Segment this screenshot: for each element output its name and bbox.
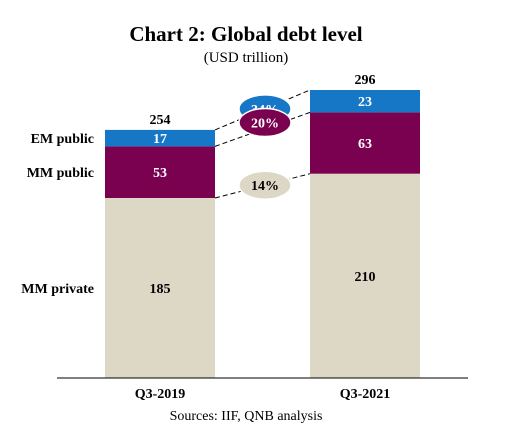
growth-label: 14%	[251, 179, 279, 194]
bar-total-label: 254	[150, 113, 171, 128]
value-labels: 185 53 17 210 63 23	[150, 95, 376, 297]
bar-value-label: 17	[153, 132, 167, 147]
chart-title: Chart 2: Global debt level	[129, 22, 362, 46]
category-label: Q3-2019	[135, 387, 186, 402]
bar-segment	[310, 90, 420, 113]
series-label: EM public	[31, 132, 94, 147]
bar-value-label: 23	[358, 95, 372, 110]
bars	[105, 90, 420, 378]
bar-segment	[310, 173, 420, 378]
growth-bubble	[238, 107, 292, 138]
series-labels: MM private MM public EM public	[21, 132, 94, 297]
bar-value-label: 210	[355, 270, 376, 285]
source-note: Sources: IIF, QNB analysis	[170, 409, 323, 424]
series-label: MM public	[27, 166, 94, 181]
bar-value-label: 185	[150, 282, 171, 297]
category-label: Q3-2021	[340, 387, 391, 402]
bar-segment	[310, 112, 420, 174]
bar-value-label: 53	[153, 166, 167, 181]
series-label: MM private	[21, 282, 94, 297]
bar-value-label: 63	[358, 137, 372, 152]
category-labels: Q3-2019 Q3-2021	[135, 387, 391, 402]
bar-segment	[105, 129, 215, 147]
bar-segment	[105, 146, 215, 198]
total-labels: 254 296	[150, 73, 376, 128]
growth-label: 20%	[251, 117, 279, 132]
bar-segment	[105, 198, 215, 378]
chart-subtitle: (USD trillion)	[204, 50, 289, 66]
growth-bubble	[238, 170, 292, 200]
growth-labels: 34%20%14%	[238, 94, 292, 200]
bar-total-label: 296	[355, 73, 376, 88]
